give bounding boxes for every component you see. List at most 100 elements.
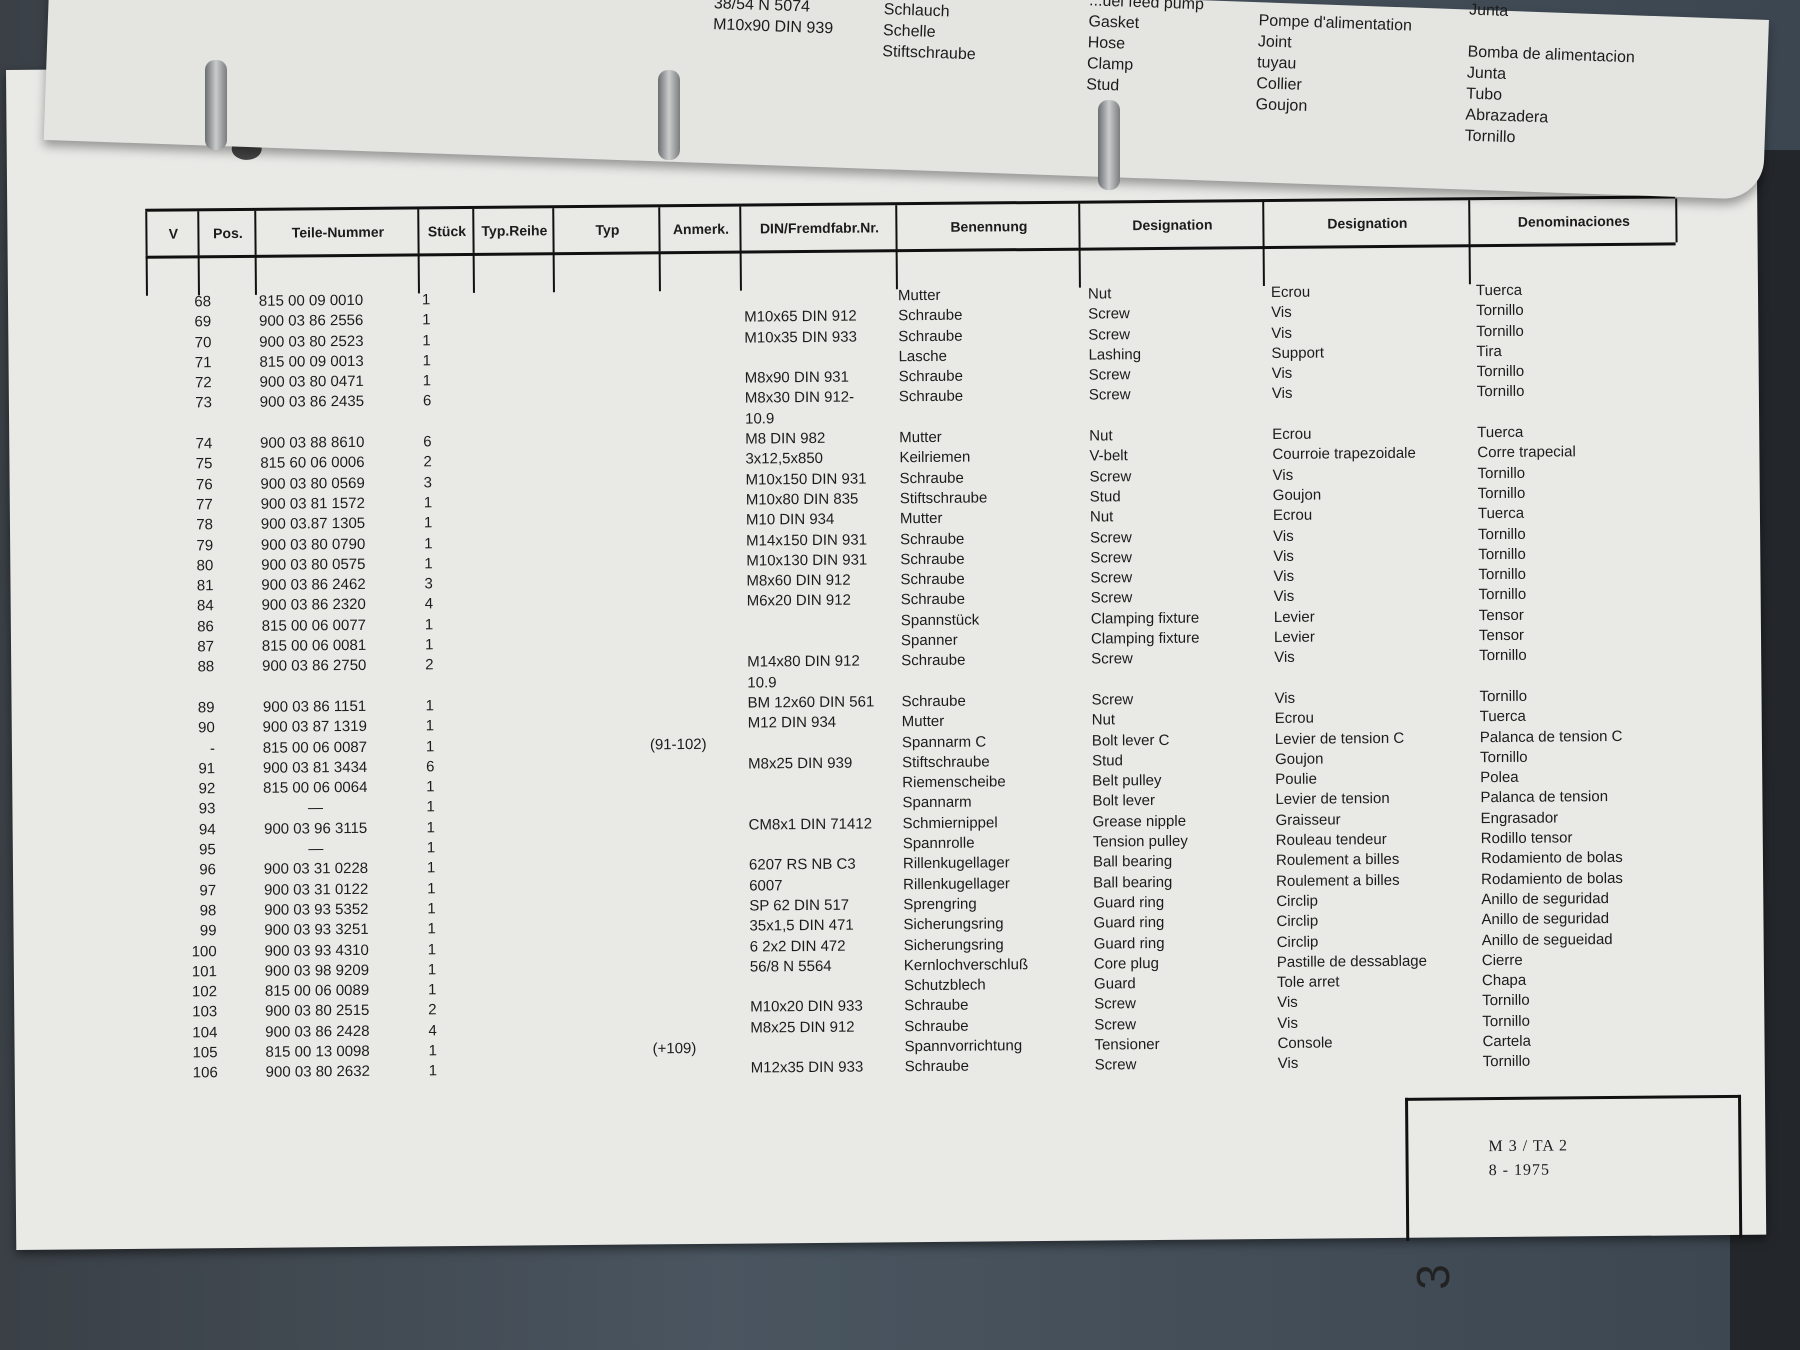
binder-ring [1098, 100, 1120, 190]
cell-denominacion: Rodamiento de bolas [1480, 849, 1623, 868]
cell-designation-en: Screw [1090, 528, 1132, 547]
cell-benennung: Schraube [901, 692, 966, 711]
cell-quantity: 1 [426, 798, 435, 816]
column-header: V [145, 211, 200, 256]
cell-pos: 101 [191, 962, 217, 981]
cell-designation-en: Bolt lever [1092, 792, 1156, 810]
cell-benennung: Schraube [898, 388, 964, 406]
cell-din-number: M8 DIN 982 [745, 429, 826, 448]
column-header: Typ [552, 207, 661, 253]
cell-pos: 89 [197, 699, 215, 717]
cell-benennung: Sicherungsring [903, 915, 1004, 934]
cell-designation-fr: Graisseur [1275, 811, 1341, 829]
cell-designation-en: Screw [1090, 549, 1133, 567]
cell-quantity: 6 [426, 758, 435, 776]
cell-part-number: — [307, 799, 324, 817]
cell-designation-en: Screw [1088, 305, 1130, 323]
cell-part-number: — [308, 840, 324, 858]
cell-din-number: M8x60 DIN 912 [746, 571, 851, 590]
cell-designation-en: Screw [1091, 650, 1133, 668]
cell-designation-fr: Vis [1271, 304, 1292, 322]
cell-designation-en: Lashing [1088, 345, 1142, 364]
cell-part-number: 900 03 80 2515 [265, 1002, 370, 1021]
cell-pos: 70 [194, 333, 212, 351]
column-divider [552, 252, 555, 293]
cell-pos: 93 [198, 800, 216, 818]
cell-din-number: M14x150 DIN 931 [746, 531, 868, 550]
cell-pos: 103 [192, 1003, 218, 1021]
cell-part-number: 900 03 87 1319 [262, 718, 367, 737]
cell-benennung: Schraube [898, 327, 963, 345]
column-divider [254, 254, 257, 295]
cell-designation-fr: Levier [1273, 608, 1315, 626]
column-header: Benennung [895, 203, 1081, 250]
cell-benennung: Spanner [900, 631, 958, 650]
cell-designation-en: Ball bearing [1092, 853, 1173, 871]
cell-designation-en: Tension pulley [1092, 832, 1188, 851]
cell-quantity: 1 [427, 879, 436, 897]
cell-benennung: Mutter [899, 510, 943, 528]
cell-part-number: 900 03 96 3115 [263, 819, 368, 838]
cell-pos: 99 [199, 922, 217, 940]
cell-quantity: 1 [425, 717, 435, 735]
cell-designation-en: Screw [1094, 1015, 1137, 1034]
cell-designation-en: Screw [1090, 589, 1133, 608]
cell-pos: 76 [195, 475, 213, 494]
cell-benennung: Rillenkugellager [903, 874, 1010, 893]
cell-benennung: Sprengring [903, 895, 977, 914]
cell-denominacion: Tornillo [1478, 565, 1527, 584]
column-divider [472, 252, 475, 293]
cell-quantity: 1 [426, 778, 435, 796]
cell-designation-fr: Goujon [1274, 750, 1324, 768]
cell-pos: 84 [196, 597, 214, 615]
cell-part-number: 900 03 80 0471 [259, 373, 364, 391]
cell-din-number: M10x130 DIN 931 [746, 551, 868, 570]
cell-din-number: M6x20 DIN 912 [746, 592, 851, 611]
cell-designation-en: Stud [1089, 488, 1121, 506]
cell-quantity: 6 [422, 392, 432, 410]
cell-benennung: Schraube [899, 469, 964, 487]
cell-denominacion: Tuerca [1475, 281, 1523, 300]
cell-designation-fr: Vis [1274, 649, 1295, 667]
cell-pos: 102 [191, 983, 218, 1001]
cell-part-number: 900 03 86 1151 [262, 697, 367, 716]
cell-designation-fr: Support [1271, 344, 1325, 362]
cell-designation-fr: Levier de tension C [1274, 729, 1405, 748]
cell-quantity: 1 [424, 534, 433, 552]
cell-denominacion: Tuerca [1479, 707, 1526, 726]
cell-benennung: Schutzblech [903, 976, 986, 995]
cell-designation-en: Nut [1087, 285, 1112, 303]
cell-pos: 96 [199, 861, 217, 879]
cell-benennung: Mutter [897, 286, 941, 305]
cell-part-number: 900 03 80 0569 [260, 474, 365, 493]
cell-designation-fr: Vis [1277, 994, 1298, 1012]
cell-designation-en: Bolt lever C [1091, 731, 1170, 750]
top-benennung-column: Schlauch Schelle Stiftschraube [882, 0, 978, 65]
column-divider [895, 249, 898, 290]
cell-pos: 73 [195, 394, 212, 412]
cell-part-number: 900 03 98 9209 [264, 961, 370, 980]
cell-remark: (+109) [652, 1039, 697, 1058]
cell-denominacion: Rodamiento de bolas [1481, 869, 1623, 888]
cell-pos: 98 [199, 902, 217, 920]
cell-designation-fr: Ecrou [1270, 283, 1311, 301]
cell-designation-en: Core plug [1093, 954, 1159, 973]
cell-quantity: 4 [428, 1021, 437, 1040]
cell-designation-fr: Rouleau tendeur [1275, 830, 1387, 849]
cell-quantity: 1 [426, 859, 436, 877]
cell-quantity: 1 [422, 372, 432, 390]
cell-benennung: Kernlochverschluß [903, 955, 1029, 974]
cell-designation-fr: Vis [1271, 364, 1293, 383]
top-sheet-line: Tornillo [1464, 127, 1516, 147]
cell-denominacion: Corre trapecial [1477, 443, 1576, 462]
cell-quantity: 1 [427, 981, 437, 999]
cell-denominacion: Tornillo [1476, 362, 1525, 381]
cell-denominacion: Tornillo [1477, 464, 1526, 482]
cell-part-number: 900 03 80 0575 [261, 555, 366, 574]
cell-benennung: Spannarm [902, 794, 972, 812]
cell-denominacion: Polea [1480, 768, 1519, 787]
cell-quantity: 1 [426, 819, 436, 837]
cell-part-number: 900 03 86 2750 [262, 657, 367, 676]
cell-part-number: 900 03 31 0228 [263, 860, 369, 879]
cell-din-number: 6207 RS NB C3 [748, 855, 856, 874]
